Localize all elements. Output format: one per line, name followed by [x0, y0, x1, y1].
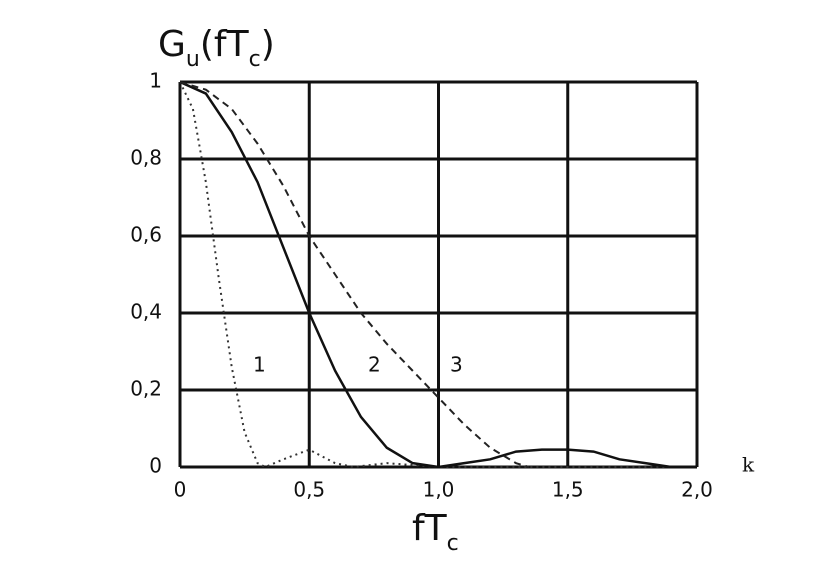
y-tick-label: 0: [149, 454, 162, 478]
x-axis-label: fTc: [412, 508, 459, 556]
y-axis-label-part: u: [186, 47, 200, 72]
y-axis-label: Gu(fTc): [158, 24, 275, 72]
series-label: 1: [253, 353, 266, 377]
x-tick-label: 0: [174, 478, 187, 502]
y-tick-label: 0,6: [130, 223, 162, 247]
y-tick-label: 1: [149, 69, 162, 93]
series-line: [179, 81, 697, 469]
x-tick-label: 2,0: [681, 478, 713, 502]
y-axis-label-part: (fT: [200, 24, 250, 65]
x-tick-label: 0,5: [293, 478, 325, 502]
axis-note: k: [742, 453, 755, 477]
x-axis-label-part: c: [447, 531, 459, 556]
series-label: 3: [450, 353, 463, 377]
x-tick-label: 1,0: [423, 478, 455, 502]
y-axis-label-part: ): [261, 24, 275, 65]
x-tick-label: 1,5: [552, 478, 584, 502]
y-axis-label-part: c: [249, 47, 261, 72]
series-line: [179, 81, 530, 468]
y-tick-label: 0,2: [130, 377, 162, 401]
y-axis-label-part: G: [158, 24, 186, 65]
y-tick-label: 0,8: [130, 146, 162, 170]
series-label: 2: [368, 353, 381, 377]
y-tick-label: 0,4: [130, 300, 162, 324]
series-line: [179, 80, 697, 469]
x-axis-label-part: fT: [412, 508, 448, 549]
